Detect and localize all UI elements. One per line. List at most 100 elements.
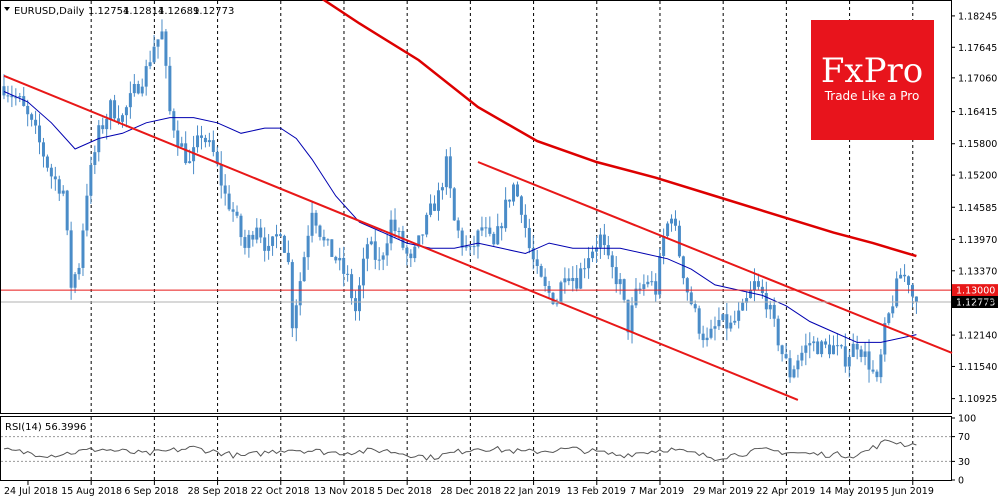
candle-body [199,135,203,138]
candle-body [207,140,211,143]
candle-body [314,212,318,226]
candle-body [231,209,235,212]
candle-body [93,152,97,165]
candle-body [654,281,658,295]
price-tick-label: 1.18245 [958,11,997,22]
symbol-name: EURUSD,Daily [14,6,85,17]
candle-body [334,256,338,261]
candle-body [587,258,591,269]
price-tick-label: 1.17060 [958,73,997,84]
candle-body [286,252,290,263]
candle-body [571,277,575,282]
ohlc-close: 1.12773 [193,6,234,17]
candle-body [843,346,847,367]
candle-body [302,257,306,282]
candle-body [330,239,334,257]
candle-body [196,135,200,148]
candle-body [456,220,460,231]
candle-body [784,354,788,359]
symbol-dropdown-icon[interactable] [4,7,10,11]
candle-body [85,195,89,231]
candle-body [733,320,737,323]
candle-body [69,230,73,288]
rsi-tick-label: 100 [958,414,976,425]
candle-body [476,230,480,247]
price-tick-label: 1.12755 [958,298,997,309]
candle-body [658,255,662,295]
ohlc-open: 1.12754 [88,6,129,17]
candle-body [41,142,45,157]
candle-body [725,314,729,329]
candle-body [713,326,717,329]
rsi-plot-frame [0,416,952,481]
candle-body [180,143,184,147]
candle-body [73,274,77,288]
candle-body [294,305,298,329]
candle-body [472,246,476,248]
candle-body [772,304,776,319]
time-tick-label: 13 Nov 2018 [314,486,375,497]
candle-body [338,257,342,261]
candle-body [875,371,879,378]
candle-body [211,140,215,152]
candle-body [18,96,22,98]
candle-body [369,241,373,245]
rsi-label: RSI(14) 56.3996 [5,422,86,433]
candle-body [405,247,409,254]
candle-body [243,237,247,248]
candle-body [45,156,49,168]
candle-body [113,100,117,119]
candle-body [776,318,780,346]
candle-body [496,226,500,245]
candle-body [634,288,638,306]
candle-body [436,190,440,211]
time-tick-label: 15 Aug 2018 [61,486,122,497]
candle-body [2,86,6,96]
candle-body [662,236,666,256]
candle-body [780,345,784,355]
moving-average-short [3,91,917,343]
price-tick-label: 1.15200 [958,171,997,182]
candle-body [259,227,263,238]
candle-body [543,276,547,286]
candle-body [646,281,650,285]
rsi-line [3,439,917,462]
rsi-tick-label: 70 [958,432,970,443]
time-tick-label: 22 Apr 2019 [756,486,815,497]
time-axis: 24 Jul 2018 15 Aug 2018 6 Sep 2018 28 Sep 2… [4,481,934,497]
fxpro-logo [811,20,934,140]
candle-body [105,118,109,130]
time-tick-label: 24 Jul 2018 [4,486,58,497]
ohlc-high: 1.12814 [123,6,164,17]
candle-body [891,306,895,314]
logo-brand: FxPro [821,51,923,91]
candle-body [357,285,361,312]
candle-body [346,273,350,275]
candle-body [223,185,227,194]
candle-body [614,267,618,285]
candle-body [551,292,555,305]
candle-body [752,281,756,291]
candle-body [109,100,113,119]
time-tick-label: 14 May 2019 [820,486,882,497]
candle-body [879,354,883,378]
candle-body [598,234,602,248]
candle-body [10,95,14,98]
candle-body [563,278,567,283]
candle-body [365,244,369,259]
candle-body [851,343,855,357]
candle-body [397,231,401,233]
candle-body [579,268,583,289]
candle-body [768,304,772,310]
candle-body [591,251,595,259]
price-tick-label: 1.12140 [958,331,997,342]
candle-body [903,274,907,277]
candle-body [519,196,523,215]
candle-body [749,290,753,299]
candle-body [219,164,223,186]
candle-body [361,258,365,286]
time-tick-label: 28 Dec 2018 [440,486,501,497]
candle-body [444,156,448,188]
